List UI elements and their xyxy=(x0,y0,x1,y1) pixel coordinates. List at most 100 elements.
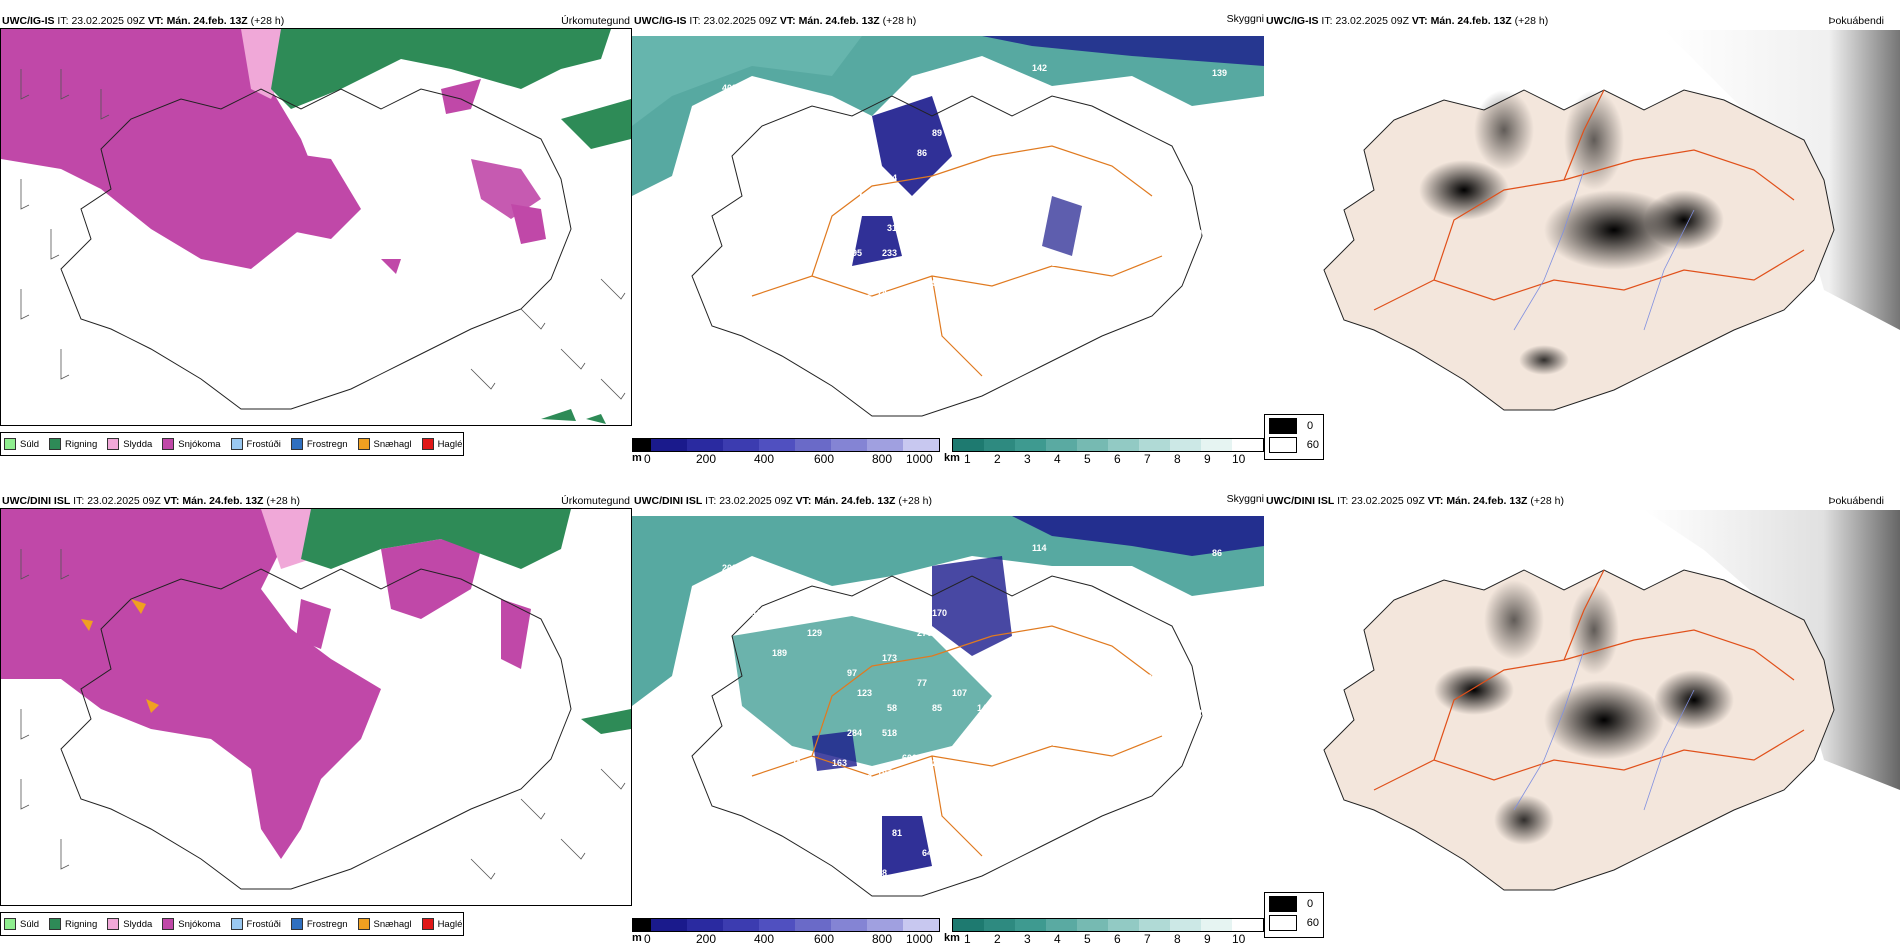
visibility-value-label: 254 xyxy=(692,168,707,178)
legend-swatch xyxy=(421,918,434,930)
panel-header: UWC/DINI ISL IT: 23.02.2025 09Z VT: Mán.… xyxy=(2,494,300,508)
visibility-value-label: 60 xyxy=(1162,248,1172,258)
visibility-value-label: 169 xyxy=(1062,568,1077,578)
visibility-value-label: 136 xyxy=(727,128,742,138)
very-low-vis xyxy=(1042,196,1082,256)
visibility-value-label: 208 xyxy=(1052,798,1067,808)
it-label: IT: xyxy=(57,15,69,27)
visibility-value-label: 77 xyxy=(902,273,912,283)
visibility-tick: 8 xyxy=(1174,932,1181,946)
visibility-value-label: 60 xyxy=(1192,228,1202,238)
visibility-value-label: 89 xyxy=(932,128,942,138)
rain-area xyxy=(301,509,571,569)
legend-swatch xyxy=(49,918,62,930)
it-time: 23.02.2025 09Z xyxy=(71,15,145,27)
it-time: 23.02.2025 09Z xyxy=(719,495,793,507)
fog-key-label: 60 xyxy=(1306,439,1319,451)
visibility-value-label: 197 xyxy=(877,768,892,778)
visibility-value-label: 74 xyxy=(877,288,887,298)
fog-key-row: 60 xyxy=(1269,437,1319,453)
visibility-value-label: 92 xyxy=(1012,568,1022,578)
very-low-vis xyxy=(932,556,1012,656)
visibility-value-label: 270 xyxy=(917,628,932,638)
vt-time: Mán. 24.feb. 13Z xyxy=(1430,15,1512,27)
it-label: IT: xyxy=(705,495,717,507)
visibility-tick: 6 xyxy=(1114,932,1121,946)
visibility-value-label: 409 xyxy=(722,83,737,93)
legend-swatch xyxy=(230,438,243,450)
legend-swatch xyxy=(230,918,243,930)
legend-swatch xyxy=(290,918,303,930)
visibility-value-label: 97 xyxy=(847,668,857,678)
visibility-value-label: 71 xyxy=(952,208,962,218)
visibility-value-label: 266 xyxy=(1152,628,1167,638)
snow-area xyxy=(441,79,481,114)
visibility-unit: km xyxy=(944,452,960,464)
rivers xyxy=(1513,169,1695,331)
low-vis-area xyxy=(632,36,862,126)
visibility-value-label: 173 xyxy=(882,653,897,663)
visibility-value-label: 531 xyxy=(1117,768,1132,778)
visibility-value-label: 128 xyxy=(1192,708,1207,718)
legend-swatch xyxy=(290,438,303,450)
altitude-tick: 600 xyxy=(814,452,835,466)
legend-swatch xyxy=(357,438,370,450)
very-low-vis xyxy=(852,216,902,266)
very-low-vis xyxy=(812,731,857,771)
precip-type-panel-1: UWC/IG-IS IT: 23.02.2025 09Z VT: Mán. 24… xyxy=(0,14,632,462)
visibility-value-label: 86 xyxy=(1212,548,1222,558)
it-label: IT: xyxy=(689,15,701,27)
legend-item: Haglél xyxy=(421,918,465,930)
snow-area xyxy=(1,29,321,269)
visibility-value-label: 114 xyxy=(1032,543,1047,553)
row-2: UWC/DINI ISL IT: 23.02.2025 09Z VT: Mán.… xyxy=(0,480,1900,950)
legend-item: Rigning xyxy=(49,438,97,450)
visibility-value-label: 457 xyxy=(972,838,987,848)
visibility-value-label: 284 xyxy=(847,728,862,738)
visibility-value-label: 258 xyxy=(982,723,997,733)
vt-time: Mán. 24.feb. 13Z xyxy=(166,15,248,27)
visibility-tick: 8 xyxy=(1174,452,1181,466)
precip-legend: Súld Rigning Slydda Snjókoma Frostúði Fr… xyxy=(4,438,465,450)
altitude-tick: 1000 xyxy=(906,932,933,946)
visibility-tick: 4 xyxy=(1054,452,1061,466)
snow-area xyxy=(381,259,401,274)
very-low-vis xyxy=(1012,516,1264,556)
legend-label: Haglél xyxy=(437,438,465,450)
visibility-tick: 3 xyxy=(1024,932,1031,946)
model-name: UWC/DINI ISL xyxy=(2,495,71,507)
legend-label: Frostregn xyxy=(306,918,348,930)
visibility-labels: 409 169 191 308 136 207 254 162 170 174 134 104 446 3… xyxy=(692,63,1227,418)
snow-area xyxy=(296,599,331,649)
altitude-unit: m xyxy=(632,452,642,464)
it-time: 23.02.2025 09Z xyxy=(87,495,161,507)
legend-frame xyxy=(0,912,464,936)
very-low-vis xyxy=(882,816,932,876)
altitude-tick: 400 xyxy=(754,452,775,466)
visibility-value-label: 129 xyxy=(807,628,822,638)
very-low-vis xyxy=(872,96,952,196)
visibility-tick: 9 xyxy=(1204,932,1211,946)
visibility-value-label: 132 xyxy=(1017,308,1032,318)
visibility-value-label: 12 xyxy=(1017,288,1027,298)
fog-key-swatch xyxy=(1269,896,1297,912)
model-name: UWC/IG-IS xyxy=(2,15,55,27)
low-vis-area xyxy=(632,36,1264,196)
legend-label: Frostúði xyxy=(246,918,281,930)
lead-time: (+28 h) xyxy=(898,495,932,507)
visibility-value-label: 595 xyxy=(847,248,862,258)
panel-header: UWC/IG-IS IT: 23.02.2025 09Z VT: Mán. 24… xyxy=(1266,14,1548,28)
vt-time: Mán. 24.feb. 13Z xyxy=(182,495,264,507)
legend-label: Slydda xyxy=(123,438,153,450)
fog-key-label: 60 xyxy=(1306,917,1319,929)
visibility-value-label: 518 xyxy=(882,728,897,738)
legend-item: Frostúði xyxy=(230,438,281,450)
visibility-value-label: 108 xyxy=(872,868,887,878)
visibility-value-label: 308 xyxy=(707,118,722,128)
vt-label: VT: xyxy=(163,495,180,507)
fog-patches xyxy=(1434,580,1734,845)
visibility-value-label: 191 xyxy=(767,98,782,108)
visibility-value-label: 111 xyxy=(792,758,806,768)
altitude-tick: 400 xyxy=(754,932,775,946)
